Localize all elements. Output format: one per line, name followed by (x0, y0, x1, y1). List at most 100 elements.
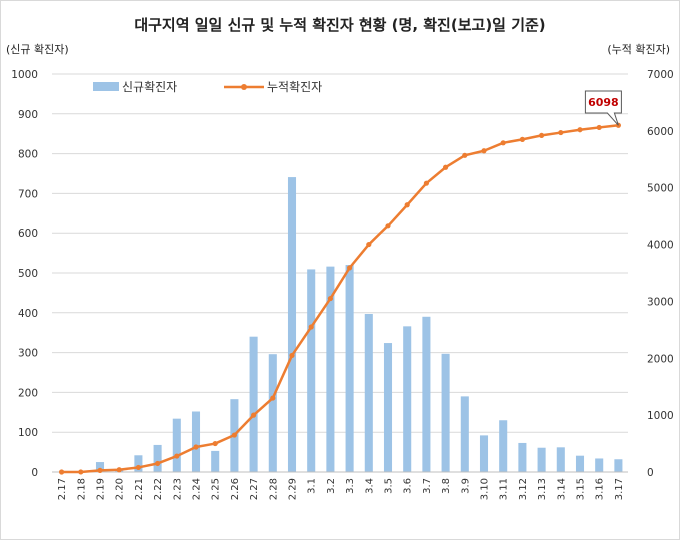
x-tick-label: 3.16 (595, 478, 606, 500)
x-tick-label: 3.8 (441, 478, 452, 494)
bar (364, 313, 373, 472)
cumulative-point (481, 148, 487, 154)
cumulative-point (577, 127, 583, 133)
bar (383, 343, 393, 472)
x-tick-label: 3.12 (518, 478, 529, 500)
cumulative-point (539, 132, 545, 139)
cumulative-point (59, 469, 65, 475)
x-tick-label: 2.26 (230, 478, 241, 500)
bar (249, 336, 258, 472)
x-tick-label: 3.3 (345, 478, 356, 494)
cumulative-point (423, 180, 429, 186)
cumulative-point (462, 152, 468, 158)
bar (575, 455, 585, 472)
x-tick-label: 3.1 (307, 478, 318, 494)
left-axis-ticks: 0 100 200 300 400 500 600 700 800 900 1000 (11, 69, 38, 479)
left-tick-label: 0 (31, 467, 38, 479)
chart-title: 대구지역 일일 신규 및 누적 확진자 현황 (명, 확진(보고)일 기준) (134, 16, 545, 34)
x-tick-label: 3.13 (537, 478, 548, 500)
cumulative-point (174, 453, 180, 459)
cumulative-point (251, 412, 257, 418)
bar (211, 450, 220, 472)
left-tick-label: 400 (18, 308, 38, 320)
x-tick-label: 2.17 (57, 478, 68, 500)
right-tick-label: 1000 (647, 410, 674, 422)
cumulative-point (135, 464, 141, 471)
x-tick-label: 3.7 (422, 478, 433, 494)
right-tick-label: 0 (647, 467, 654, 479)
left-tick-label: 200 (18, 387, 38, 399)
bar (172, 418, 181, 472)
cumulative-point (404, 202, 410, 208)
callout-latest-cumulative: 6098 (584, 90, 622, 126)
bar (326, 266, 335, 472)
legend-label-new-cases: 신규확진자 (122, 80, 177, 94)
left-tick-label: 100 (18, 427, 38, 439)
cumulative-point (155, 460, 161, 467)
x-tick-label: 2.23 (172, 478, 183, 500)
cumulative-point (366, 241, 372, 248)
x-tick-label: 3.15 (576, 478, 587, 500)
callout-box (584, 90, 622, 126)
left-tick-label: 800 (18, 149, 38, 161)
left-tick-label: 300 (18, 348, 38, 360)
cumulative-point (500, 140, 506, 146)
cumulative-point (78, 469, 84, 475)
cumulative-point (596, 124, 602, 131)
cumulative-point (519, 136, 526, 142)
x-tick-label: 3.17 (614, 478, 625, 500)
cumulative-point (385, 223, 391, 229)
legend-swatch-cumulative-marker (241, 84, 247, 90)
bar (422, 316, 431, 472)
legend: 신규확진자 누적확진자 (93, 80, 322, 94)
x-tick-label: 3.9 (460, 478, 471, 494)
cumulative-point (270, 395, 276, 401)
x-tick-label: 2.27 (249, 478, 260, 500)
right-tick-label: 5000 (647, 183, 674, 195)
x-tick-label: 3.5 (384, 478, 395, 494)
bar (556, 447, 565, 472)
bar (595, 458, 604, 472)
left-axis-label: (신규 확진자) (6, 43, 69, 56)
x-tick-label: 2.21 (134, 478, 145, 500)
x-tick-label: 3.6 (403, 478, 414, 494)
bar (537, 447, 546, 472)
right-tick-label: 4000 (647, 240, 674, 252)
bar (134, 455, 143, 472)
cumulative-line (61, 124, 619, 474)
gridlines (52, 73, 628, 433)
bar (153, 444, 162, 472)
x-tick-label: 3.10 (480, 478, 491, 500)
right-tick-label: 6000 (647, 126, 674, 138)
cumulative-point (308, 324, 314, 330)
legend-label-cumulative: 누적확진자 (267, 80, 322, 94)
x-tick-label: 2.25 (211, 478, 222, 500)
cumulative-point (443, 164, 449, 170)
x-tick-label: 2.18 (76, 478, 87, 500)
x-tick-label: 3.14 (556, 478, 567, 500)
left-tick-label: 700 (18, 188, 38, 200)
cumulative-point (558, 129, 564, 136)
cumulative-point (116, 467, 122, 473)
cumulative-point (212, 440, 218, 447)
x-tick-label: 2.19 (96, 478, 107, 500)
cumulative-point (289, 352, 295, 359)
cumulative-point (97, 467, 103, 474)
right-axis-label: (누적 확진자) (607, 43, 670, 56)
callout-label: 6098 (588, 96, 619, 109)
x-tick-label: 2.24 (192, 478, 203, 500)
right-tick-label: 3000 (647, 296, 674, 308)
bar (441, 353, 450, 472)
cumulative-point (347, 265, 353, 271)
bar (518, 442, 527, 472)
left-tick-label: 500 (18, 268, 38, 280)
cumulative-point (193, 444, 199, 450)
x-axis-ticks: 2.17 2.18 2.19 2.20 2.21 2.22 2.23 2.24 2.25 2.26… (57, 478, 625, 500)
cumulative-point (327, 295, 333, 302)
left-tick-label: 900 (18, 109, 38, 121)
right-tick-label: 7000 (647, 69, 674, 81)
bar (614, 459, 623, 472)
x-tick-label: 2.22 (153, 478, 164, 500)
